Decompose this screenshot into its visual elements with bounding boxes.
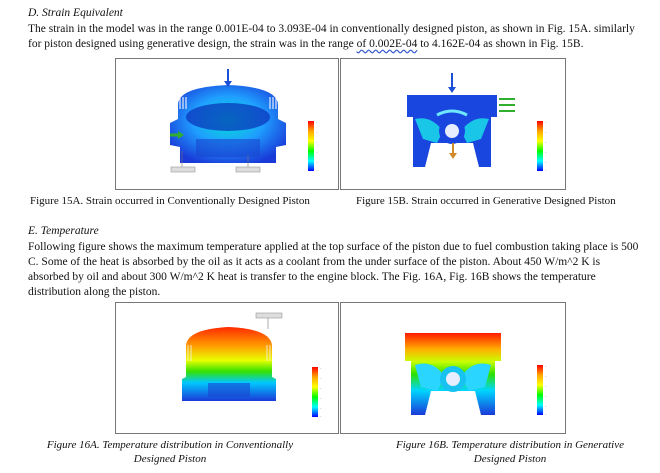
figure-15a-image: – – – – – – (115, 58, 339, 190)
figure-15b-image: – – – – – – (340, 58, 566, 190)
piston-temperature-generative-render: – – – – – – (405, 333, 547, 416)
svg-text:–: – (316, 150, 318, 154)
section-d-line-2: for piston designed using generative des… (28, 38, 584, 50)
svg-text:–: – (545, 150, 547, 154)
svg-text:–: – (320, 406, 322, 410)
svg-text:–: – (320, 396, 322, 400)
section-d-paragraph: The strain in the model was in the range… (28, 22, 648, 52)
svg-text:–: – (545, 384, 547, 388)
svg-text:–: – (316, 140, 318, 144)
piston-strain-generative-render: – – – – – – (407, 73, 547, 172)
svg-text:–: – (316, 160, 318, 164)
spellcheck-underlined-text: of 0.002E-04 (356, 38, 418, 50)
svg-text:–: – (545, 130, 547, 134)
section-e-paragraph: Following figure shows the maximum tempe… (28, 240, 648, 300)
figure-16b-caption-line-2: Designed Piston (473, 453, 547, 465)
section-e-line-3: absorbed by oil and about 300 W/m^2 K he… (28, 271, 596, 283)
svg-text:–: – (545, 412, 547, 416)
figure-16a-caption: Figure 16A. Temperature distribution in … (30, 438, 310, 466)
figure-16a-image: – – – – – – (115, 302, 339, 434)
svg-text:–: – (316, 120, 318, 124)
svg-text:–: – (316, 130, 318, 134)
svg-text:–: – (320, 386, 322, 390)
svg-text:–: – (545, 160, 547, 164)
section-e-heading: E. Temperature (28, 225, 99, 237)
figure-15a-caption: Figure 15A. Strain occurred in Conventio… (30, 195, 310, 207)
svg-text:–: – (545, 404, 547, 408)
svg-text:–: – (545, 140, 547, 144)
section-d-line-1: The strain in the model was in the range… (28, 23, 635, 35)
section-d-heading: D. Strain Equivalent (28, 7, 123, 19)
figure-16b-image: – – – – – – (340, 302, 566, 434)
svg-text:–: – (545, 374, 547, 378)
figure-15b-caption: Figure 15B. Strain occurred in Generativ… (356, 195, 616, 207)
section-e-line-2: C. Some of the heat is absorbed by the o… (28, 256, 601, 268)
figure-16b-caption-line-1: Figure 16B. Temperature distribution in … (396, 439, 624, 451)
figure-16a-caption-line-1: Figure 16A. Temperature distribution in … (46, 439, 294, 451)
piston-strain-conventional-render: – – – – – – (170, 69, 318, 173)
svg-text:–: – (320, 414, 322, 418)
figure-16a-caption-line-2: Designed Piston (133, 453, 207, 465)
svg-text:–: – (316, 168, 318, 172)
section-e-line-4: distribution along the piston. (28, 286, 161, 298)
figure-16b-caption: Figure 16B. Temperature distribution in … (382, 438, 638, 466)
svg-text:–: – (545, 168, 547, 172)
section-e-line-1: Following figure shows the maximum tempe… (28, 241, 639, 253)
svg-text:–: – (320, 366, 322, 370)
svg-text:–: – (545, 120, 547, 124)
svg-text:–: – (320, 376, 322, 380)
svg-text:–: – (545, 394, 547, 398)
piston-temperature-conventional-render: – – – – – – (182, 312, 322, 418)
svg-text:–: – (545, 364, 547, 368)
